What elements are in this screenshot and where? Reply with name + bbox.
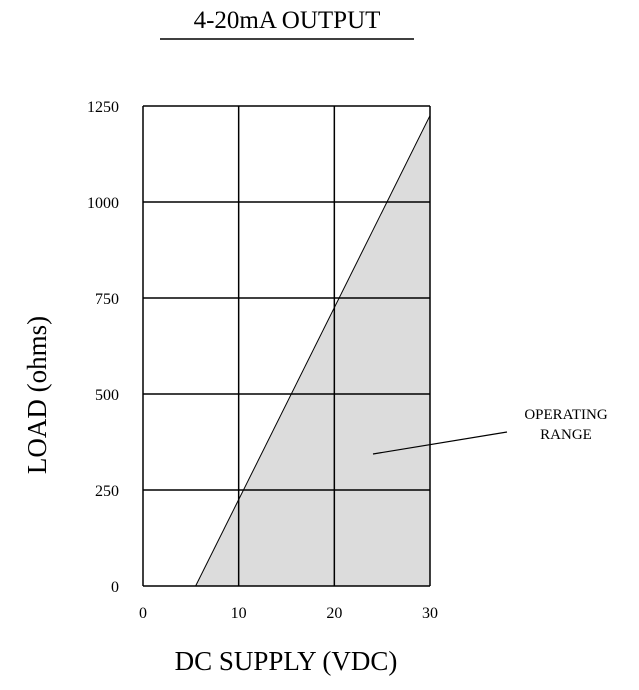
annotation-line-1: OPERATING xyxy=(524,407,608,423)
y-tick-label: 0 xyxy=(111,579,119,596)
x-tick-label: 20 xyxy=(326,605,342,622)
y-axis-title: LOAD (ohms) xyxy=(22,316,52,474)
y-tick-label: 1250 xyxy=(87,99,119,116)
series-line xyxy=(195,115,431,587)
x-axis-title: DC SUPPLY (VDC) xyxy=(175,646,398,676)
annotation-line-2: RANGE xyxy=(540,427,592,443)
y-tick-label: 250 xyxy=(95,483,119,500)
grid-layer xyxy=(142,105,431,587)
y-tick-label: 500 xyxy=(95,387,119,404)
y-tick-label: 750 xyxy=(95,291,119,308)
tick-label-layer: 0 10 20 30 0 250 500 750 1000 1250 xyxy=(87,99,438,622)
series-line-layer xyxy=(195,115,431,587)
chart-title: 4-20mA OUTPUT xyxy=(194,7,381,34)
annotation-leader-line xyxy=(372,431,508,455)
x-tick-label: 10 xyxy=(231,605,247,622)
x-tick-label: 0 xyxy=(139,605,147,622)
y-tick-label: 1000 xyxy=(87,195,119,212)
x-tick-label: 30 xyxy=(422,605,438,622)
